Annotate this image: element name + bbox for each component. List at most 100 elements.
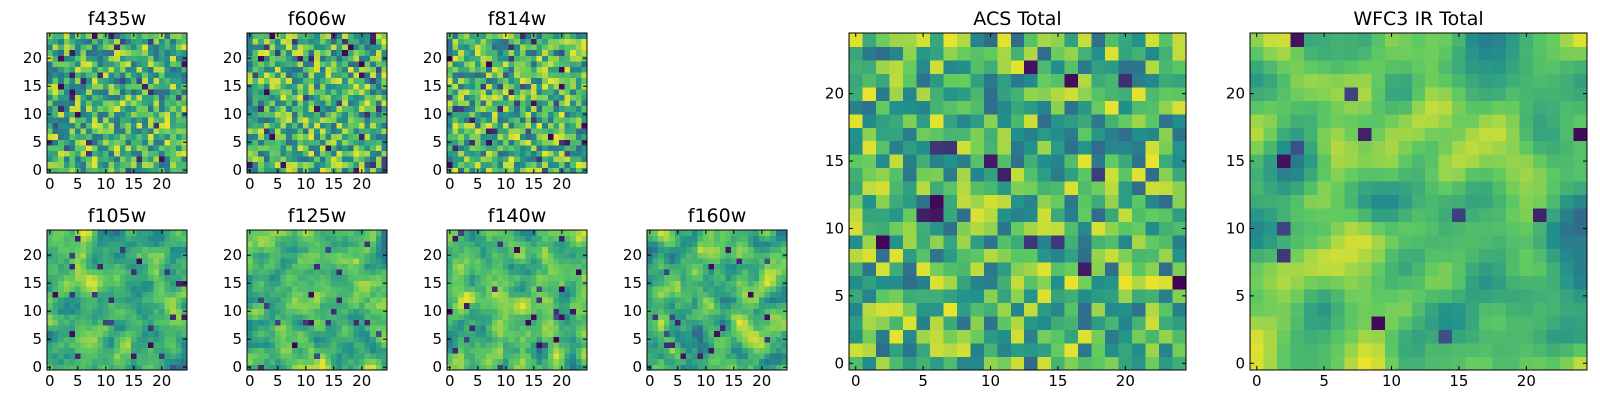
heatmap-cell bbox=[581, 100, 588, 107]
heatmap-cell bbox=[381, 230, 388, 236]
heatmap-cell bbox=[119, 330, 126, 337]
heatmap-cell bbox=[697, 274, 704, 281]
heatmap-cell bbox=[956, 289, 971, 303]
heatmap-cell bbox=[514, 347, 521, 354]
heatmap-cell bbox=[308, 302, 315, 309]
heatmap-cell bbox=[103, 263, 109, 270]
heatmap-cell bbox=[336, 347, 343, 354]
heatmap-cell bbox=[469, 72, 476, 79]
heatmap-cell bbox=[491, 252, 498, 259]
heatmap-cell bbox=[303, 111, 309, 118]
heatmap-cell bbox=[514, 291, 521, 298]
heatmap-cell bbox=[364, 358, 371, 365]
heatmap-cell bbox=[1051, 235, 1066, 250]
heatmap-cell bbox=[280, 330, 287, 337]
heatmap-cell bbox=[902, 181, 917, 196]
heatmap-cell bbox=[375, 308, 382, 315]
heatmap-cell bbox=[91, 145, 98, 151]
heatmap-cell bbox=[570, 291, 577, 298]
heatmap-cell bbox=[252, 133, 259, 140]
heatmap-cell bbox=[753, 319, 760, 326]
heatmap-cell bbox=[1091, 221, 1106, 236]
heatmap-cell bbox=[447, 77, 453, 84]
heatmap-cell bbox=[480, 246, 487, 253]
heatmap-cell bbox=[142, 302, 149, 309]
heatmap-cell bbox=[275, 330, 281, 337]
heatmap-cell bbox=[342, 161, 349, 168]
heatmap-cell bbox=[247, 325, 253, 332]
heatmap-cell bbox=[514, 89, 521, 95]
heatmap-cell bbox=[536, 161, 543, 168]
heatmap-cell bbox=[131, 94, 137, 101]
heatmap-cell bbox=[531, 347, 537, 354]
heatmap-cell bbox=[103, 66, 109, 73]
heatmap-cell bbox=[775, 246, 782, 253]
heatmap-cell bbox=[647, 297, 653, 304]
heatmap-cell bbox=[280, 314, 287, 320]
heatmap-cell bbox=[1145, 262, 1160, 277]
heatmap-cell bbox=[531, 297, 537, 304]
heatmap-cell bbox=[452, 122, 459, 129]
heatmap-cell bbox=[447, 89, 453, 95]
heatmap-cell bbox=[142, 230, 149, 236]
heatmap-cell bbox=[364, 325, 371, 332]
heatmap-cell bbox=[269, 111, 276, 118]
heatmap-cell bbox=[47, 302, 53, 309]
heatmap-cell bbox=[542, 291, 549, 298]
heatmap-cell bbox=[175, 258, 182, 264]
heatmap-cell bbox=[480, 353, 487, 360]
heatmap-cell bbox=[491, 89, 498, 95]
heatmap-cell bbox=[536, 128, 543, 135]
heatmap-cell bbox=[469, 241, 476, 248]
heatmap-cell bbox=[308, 364, 315, 371]
heatmap-cell bbox=[570, 274, 577, 281]
heatmap-cell bbox=[1091, 248, 1106, 263]
heatmap-cell bbox=[353, 66, 360, 73]
heatmap-cell bbox=[263, 319, 270, 326]
heatmap-cell bbox=[536, 72, 543, 79]
heatmap-cell bbox=[564, 44, 571, 51]
heatmap-cell bbox=[508, 66, 515, 73]
heatmap-cell bbox=[147, 286, 154, 292]
heatmap-cell bbox=[663, 235, 670, 242]
heatmap-cell bbox=[175, 291, 182, 298]
heatmap-cell bbox=[91, 72, 98, 79]
heatmap-cell bbox=[503, 94, 509, 101]
heatmap-cell bbox=[736, 302, 743, 309]
heatmap-cell bbox=[275, 308, 281, 315]
heatmap-cell bbox=[131, 55, 137, 62]
heatmap-cell bbox=[497, 72, 504, 79]
heatmap-cell bbox=[275, 291, 281, 298]
heatmap-cell bbox=[280, 94, 287, 101]
heatmap-cell bbox=[570, 246, 577, 253]
heatmap-cell bbox=[319, 122, 326, 129]
heatmap-cell bbox=[359, 347, 365, 354]
y-tick-label: 15 bbox=[23, 274, 42, 292]
heatmap-cell bbox=[280, 252, 287, 259]
heatmap-cell bbox=[159, 291, 165, 298]
heatmap-cell bbox=[58, 122, 65, 129]
panel-title: f435w bbox=[88, 8, 147, 30]
heatmap-cell bbox=[759, 274, 765, 281]
heatmap-cell bbox=[80, 330, 87, 337]
heatmap-cell bbox=[970, 316, 985, 330]
heatmap-cell bbox=[1024, 208, 1039, 223]
heatmap-cell bbox=[147, 325, 154, 332]
heatmap-cell bbox=[564, 342, 571, 348]
heatmap-cell bbox=[319, 77, 326, 84]
heatmap-cell bbox=[719, 269, 726, 276]
heatmap-cell bbox=[1010, 289, 1025, 303]
heatmap-cell bbox=[170, 252, 177, 259]
heatmap-cell bbox=[86, 105, 93, 112]
heatmap-cell bbox=[91, 150, 98, 157]
heatmap-cell bbox=[658, 230, 665, 236]
heatmap-cell bbox=[269, 94, 276, 101]
heatmap-cell bbox=[781, 291, 788, 298]
heatmap-cell bbox=[519, 167, 526, 174]
heatmap-cell bbox=[714, 364, 721, 371]
heatmap-cell bbox=[91, 94, 98, 101]
heatmap-cell bbox=[181, 156, 188, 163]
heatmap-cell bbox=[458, 128, 465, 135]
heatmap-cell bbox=[680, 364, 687, 371]
heatmap-cell bbox=[303, 353, 309, 360]
